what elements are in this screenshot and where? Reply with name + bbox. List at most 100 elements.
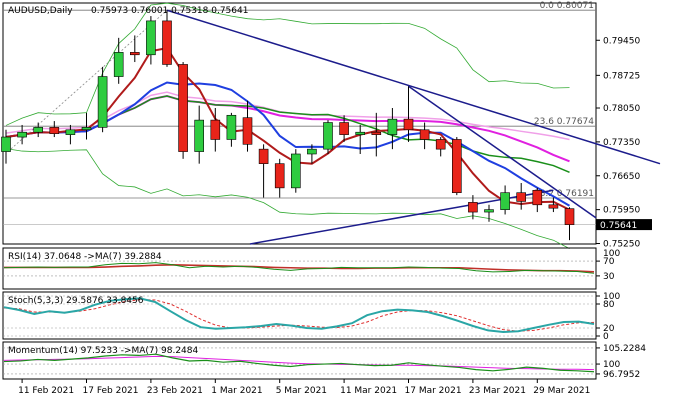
- rsi-tick-label: 30: [603, 272, 615, 282]
- bearish-candle-body: [403, 118, 414, 131]
- bearish-candle-body: [162, 20, 172, 65]
- fib-level-label: 23.6 0.77674: [534, 117, 594, 127]
- bearish-candle-body: [371, 131, 382, 135]
- bullish-candle-body: [1, 136, 11, 152]
- dotted-trendline: [7, 9, 168, 152]
- stochastic-main-line: [3, 297, 595, 334]
- time-tick-label: 11 Mar 2021: [340, 386, 397, 396]
- time-tick-label: 11 Feb 2021: [18, 386, 74, 396]
- stochastic-pane-frame: [2, 291, 597, 340]
- bullish-candle-body: [500, 192, 510, 210]
- rsi-tick-label: 70: [603, 257, 615, 267]
- sma-green-line: [5, 95, 570, 174]
- bearish-candle-body: [451, 139, 462, 194]
- bearish-candle-body: [339, 122, 349, 135]
- bearish-candle-body: [419, 129, 430, 140]
- rsi-lines: [3, 262, 595, 274]
- price-tick-label: 0.75250: [603, 240, 640, 250]
- current-price-tag-bg: [596, 219, 652, 231]
- time-tick-label: 23 Feb 2021: [147, 386, 203, 396]
- price-tick-label: 0.75950: [603, 206, 640, 216]
- bullish-candle-body: [146, 20, 156, 56]
- bullish-candle-body: [307, 148, 317, 155]
- momentum-tick-label: 100: [603, 360, 620, 370]
- bearish-candle-body: [242, 117, 253, 145]
- momentum-tick-label: 96.7952: [603, 370, 640, 380]
- bullish-candle-body: [97, 76, 108, 128]
- fib-level-label: 38.2 0.76191: [534, 189, 594, 199]
- symbol-label: AUDUSD,Daily: [8, 6, 73, 16]
- bearish-candle-body: [468, 202, 478, 213]
- bullish-candle-body: [113, 52, 124, 77]
- price-tick-label: 0.78725: [603, 71, 640, 81]
- bearish-candle-body: [548, 204, 559, 209]
- time-tick-label: 17 Mar 2021: [405, 386, 462, 396]
- momentum-label: Momentum(14) 97.5233 ->MA(7) 98.2484: [8, 346, 199, 356]
- bullish-candle-body: [323, 122, 333, 150]
- momentum-lines: [3, 353, 595, 373]
- momentum-ma-line: [3, 355, 595, 371]
- stochastic-tick-label: 0: [603, 332, 609, 342]
- bearish-candle-body: [435, 139, 446, 150]
- price-pane: 0.79450 0.78725 0.78050 0.77350 0.76650 0.759…: [1, 1, 661, 250]
- bullish-candle-body: [194, 119, 204, 152]
- current-price-tag: 0.75641: [596, 219, 652, 231]
- rsi-axis: 70 30 100: [3, 249, 620, 282]
- bearish-candle-body: [49, 127, 60, 134]
- bullish-candle-body: [484, 209, 494, 213]
- bullish-candle-body: [81, 127, 92, 131]
- fib-level-label: 0.0 0.80071: [540, 1, 594, 11]
- rsi-line: [3, 262, 595, 274]
- stochastic-tick-label: 80: [603, 300, 615, 310]
- bearish-candle-body: [178, 64, 188, 152]
- candles: [1, 10, 575, 241]
- bullish-candle-body: [65, 129, 76, 135]
- current-price-text: 0.75641: [600, 221, 637, 231]
- bullish-candle-body: [33, 127, 44, 133]
- momentum-tick-label: 105.2284: [603, 344, 646, 354]
- bullish-candle-body: [226, 114, 237, 140]
- stochastic-lines: [3, 297, 595, 334]
- rsi-pane: 70 30 100 RSI(14) 37.0648 ->MA(7) 39.2884: [2, 247, 620, 290]
- stochastic-label: Stoch(5,3,3) 29.5876 33.8456: [8, 296, 144, 306]
- rsi-pane-frame: [2, 247, 597, 290]
- ohlc-readout: 0.75973 0.76001 0.75318 0.75641: [91, 6, 248, 16]
- price-tick-label: 0.76650: [603, 172, 640, 182]
- bearish-candle-body: [258, 148, 269, 164]
- time-tick-label: 1 Mar 2021: [211, 386, 262, 396]
- price-tick-label: 0.78050: [603, 104, 640, 114]
- bearish-candle-body: [274, 163, 285, 189]
- time-tick-label: 29 Mar 2021: [533, 386, 590, 396]
- bearish-candle-body: [532, 189, 543, 206]
- bearish-candle-body: [210, 119, 221, 140]
- bullish-candle-body: [290, 153, 301, 189]
- bullish-candle-body: [17, 131, 27, 138]
- momentum-line: [3, 353, 595, 373]
- bearish-candle-body: [564, 208, 575, 225]
- momentum-pane-frame: [2, 341, 597, 380]
- bullish-candle-body: [387, 118, 398, 135]
- price-tick-label: 0.79450: [603, 36, 640, 46]
- stochastic-tick-label: 20: [603, 324, 615, 334]
- lower-band-line: [5, 148, 570, 250]
- time-tick-label: 17 Feb 2021: [83, 386, 139, 396]
- rsi-ma-line: [4, 263, 595, 273]
- price-axis: 0.79450 0.78725 0.78050 0.77350 0.76650 0.759…: [596, 36, 640, 250]
- upper-band-line: [5, 2, 570, 126]
- rsi-tick-label: 100: [603, 249, 620, 259]
- time-tick-label: 5 Mar 2021: [276, 386, 327, 396]
- price-tick-label: 0.77350: [603, 138, 640, 148]
- bearish-candle-body: [516, 192, 527, 202]
- time-axis: 11 Feb 2021 17 Feb 2021 23 Feb 2021 1 Mar 2…: [18, 379, 590, 396]
- rsi-label: RSI(14) 37.0648 ->MA(7) 39.2884: [8, 252, 162, 262]
- stochastic-signal-line: [3, 299, 595, 332]
- major-down-trendline: [166, 9, 661, 165]
- minor-down-trendline: [408, 85, 597, 219]
- price-pane-frame: [2, 2, 597, 245]
- bullish-candle-body: [355, 131, 366, 135]
